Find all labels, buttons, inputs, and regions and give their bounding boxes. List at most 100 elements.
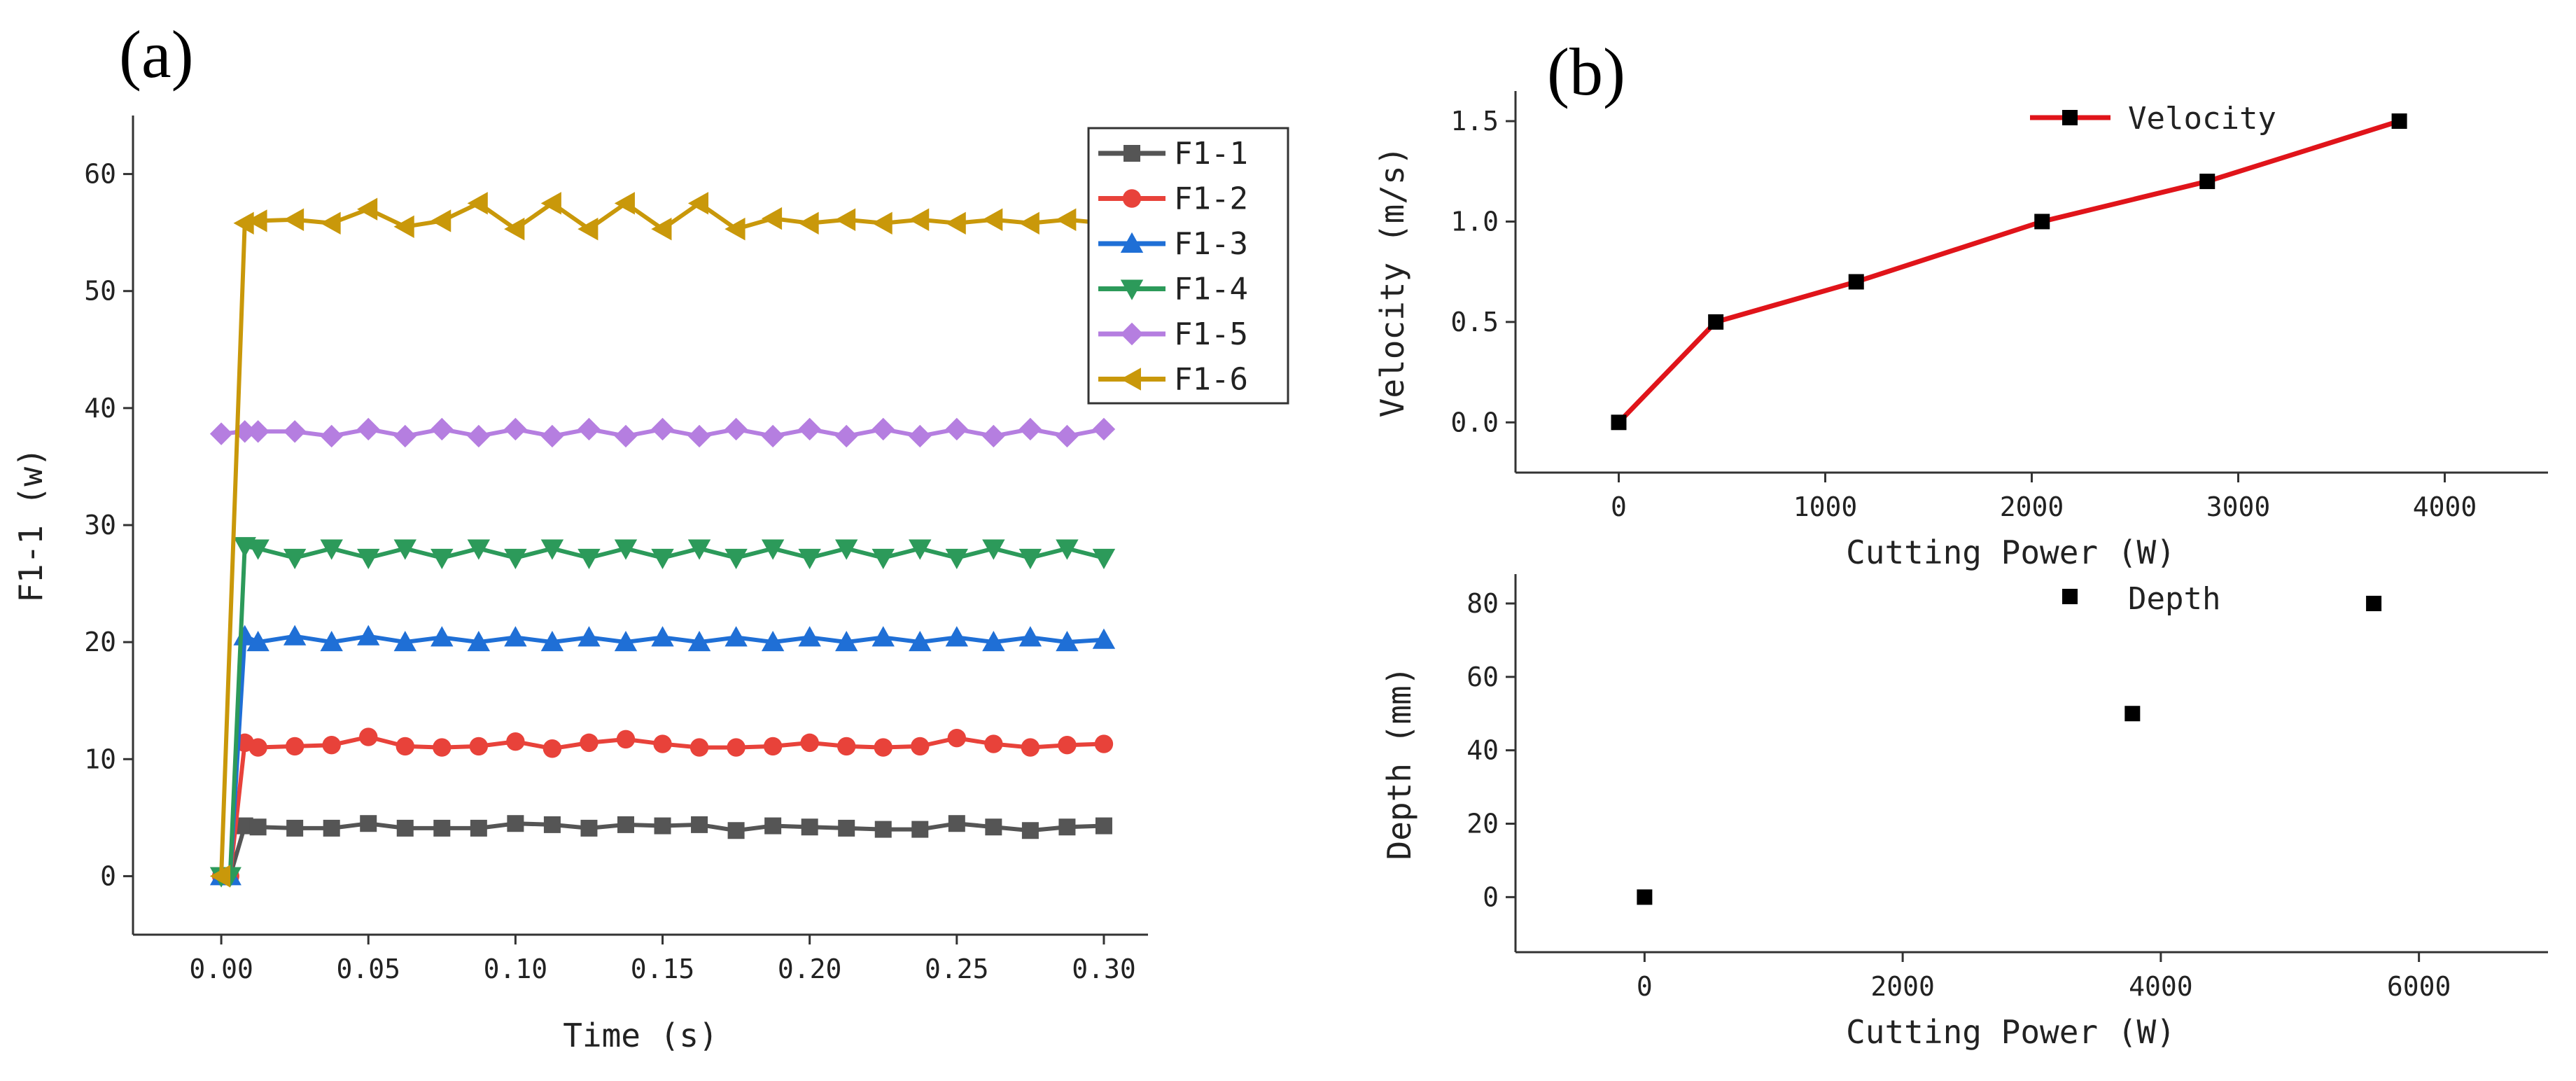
data-point	[540, 630, 564, 652]
data-point	[2366, 595, 2382, 611]
data-point	[578, 217, 598, 241]
y-tick-label: 80	[1466, 588, 1499, 619]
series-line	[221, 734, 1105, 879]
data-point	[359, 727, 378, 746]
y-tick-label: 0	[100, 860, 116, 891]
data-point	[653, 734, 672, 753]
data-point	[687, 630, 711, 652]
data-point	[430, 209, 451, 232]
data-point	[504, 626, 527, 647]
data-point	[1095, 817, 1112, 835]
legend: Velocity	[2030, 101, 2276, 137]
data-point	[393, 539, 416, 560]
data-point	[945, 211, 966, 235]
data-point	[357, 417, 380, 441]
data-point	[430, 626, 454, 647]
data-point	[433, 819, 451, 837]
data-point	[690, 738, 709, 757]
series-F1-4	[209, 537, 1116, 888]
data-point	[580, 819, 598, 837]
data-point	[724, 626, 748, 647]
data-point	[727, 822, 745, 839]
data-point	[982, 208, 1003, 231]
data-point	[283, 548, 307, 569]
data-point	[393, 424, 416, 448]
data-point	[909, 208, 930, 231]
x-tick-label: 2000	[1870, 971, 1935, 1002]
data-point	[357, 548, 380, 569]
x-tick-label: 3000	[2206, 491, 2271, 522]
x-tick-label: 0.15	[631, 954, 695, 984]
data-point	[2199, 174, 2216, 190]
data-point	[764, 817, 782, 835]
y-tick-label: 1.0	[1450, 206, 1499, 237]
data-point	[1058, 818, 1076, 836]
panel-label-b: (b)	[1547, 34, 1625, 109]
data-point	[580, 733, 598, 753]
data-point	[909, 424, 932, 448]
chart-a: 0.00 0.05 0.10 0.15 0.20 0.25 0.30 0 10 20 30 40 50 6…	[12, 17, 1289, 1054]
data-point	[872, 626, 895, 647]
data-point	[984, 734, 1003, 753]
y-axis-title: Depth (mm)	[1380, 667, 1418, 860]
data-point	[430, 548, 454, 569]
legend-label: Velocity	[2128, 101, 2276, 137]
data-point	[614, 192, 635, 215]
x-tick-label: 0	[1611, 491, 1627, 522]
data-point	[1018, 417, 1042, 441]
data-point	[1018, 211, 1040, 235]
data-point	[542, 739, 562, 758]
data-point	[578, 626, 601, 647]
data-point	[2124, 706, 2141, 722]
data-point	[246, 630, 270, 652]
panel-label-a: (a)	[119, 17, 194, 92]
data-point	[874, 738, 892, 757]
data-point	[982, 424, 1005, 448]
x-tick-label: 0.10	[484, 954, 548, 984]
data-point	[909, 539, 932, 560]
data-point	[1611, 414, 1627, 431]
data-point	[872, 211, 892, 235]
data-point	[763, 737, 783, 756]
data-point	[1637, 889, 1653, 905]
x-tick-label: 6000	[2387, 971, 2451, 1002]
legend-label: Depth	[2128, 581, 2220, 617]
data-point	[945, 548, 969, 569]
data-point	[798, 211, 819, 235]
series-F1-5	[209, 417, 1116, 448]
data-point	[467, 630, 491, 652]
data-point	[985, 818, 1002, 836]
data-point	[504, 417, 527, 441]
data-point	[467, 424, 491, 448]
data-point	[396, 819, 414, 837]
y-tick-label: 20	[84, 627, 116, 657]
legend-marker	[1122, 189, 1142, 208]
data-point	[874, 821, 892, 838]
data-point	[507, 815, 524, 832]
data-point	[1848, 274, 1864, 290]
data-point	[320, 630, 343, 652]
data-point	[506, 732, 525, 751]
data-point	[835, 630, 858, 652]
data-point	[286, 819, 304, 837]
data-point	[835, 424, 858, 448]
legend-marker	[2062, 110, 2078, 125]
data-point	[761, 630, 785, 652]
y-axis-title: Velocity (m/s)	[1373, 146, 1411, 418]
legend-label: F1-2	[1174, 181, 1248, 217]
y-tick-label: 60	[84, 159, 116, 190]
data-point	[982, 630, 1005, 652]
chart-b-depth: 0 2000 4000 6000 0 20 40 60 80 Cutting Power (W) D…	[1380, 574, 2548, 1051]
x-tick-label: 0.25	[925, 954, 989, 984]
data-point	[246, 539, 270, 560]
data-point	[249, 818, 267, 836]
x-tick-label: 0.20	[778, 954, 842, 984]
data-point	[2391, 113, 2407, 130]
data-point	[283, 208, 304, 231]
data-point	[798, 417, 821, 441]
data-point	[616, 730, 636, 749]
y-tick-label: 0.0	[1450, 407, 1499, 438]
data-point	[911, 737, 930, 756]
data-point	[248, 738, 267, 757]
